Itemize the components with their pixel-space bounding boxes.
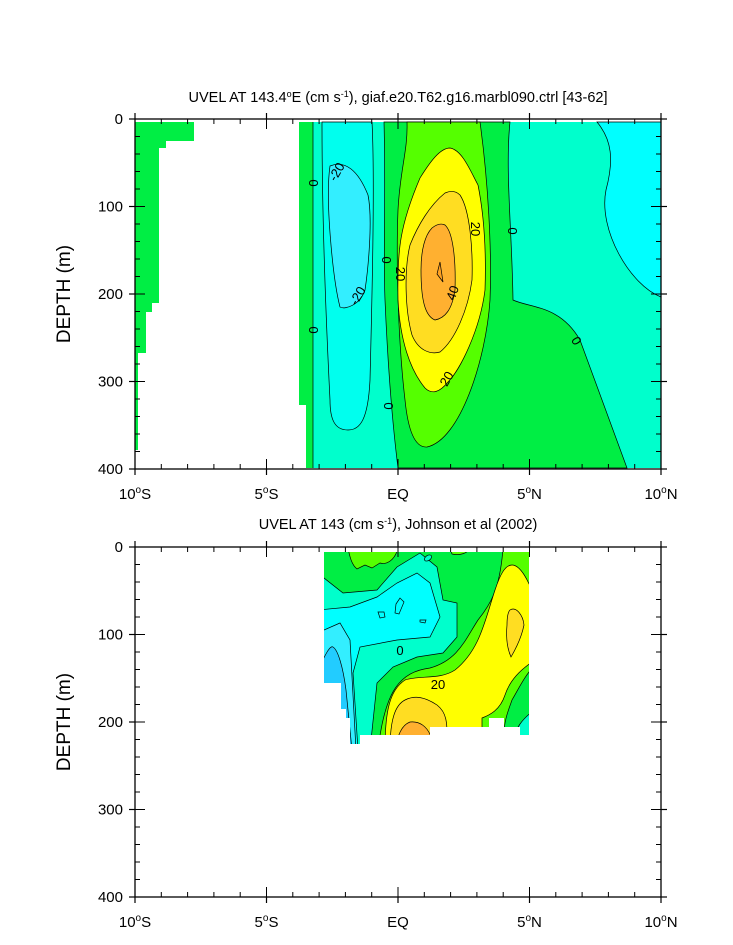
y-axis-label: DEPTH (m) <box>54 245 75 343</box>
fill-neg40 <box>324 700 340 744</box>
contour-label: 0 <box>306 326 321 333</box>
y-tick-label: 200 <box>98 286 123 303</box>
contour-label: 0 <box>424 549 431 564</box>
contour-label: 0 <box>379 256 394 263</box>
fill-left-strip <box>135 122 194 450</box>
island-cyan <box>394 597 405 615</box>
x-tick-label: 10oS <box>119 913 151 931</box>
contour-label: 20 <box>431 677 445 692</box>
bottom-title: UVEL AT 143 (cm s-1), Johnson et al (200… <box>259 516 538 533</box>
y-tick-label: 200 <box>98 714 123 731</box>
y-tick-label: 300 <box>98 802 123 819</box>
contour-label: 20 <box>393 267 408 281</box>
x-tick-label: 5oS <box>255 485 279 503</box>
x-tick-label: EQ <box>387 914 409 931</box>
fill-orange-inner <box>436 261 444 283</box>
fill-right-cyan <box>596 121 662 298</box>
fill-lime-top <box>347 552 399 570</box>
top-contour-labels: 0 -20 -20 0 0 20 40 20 0 0 20 0 <box>306 160 585 410</box>
contour-label: 20 <box>468 222 483 236</box>
fill-gold-right <box>506 608 525 658</box>
island-cyan <box>419 619 427 624</box>
contour-label: 20 <box>436 369 456 389</box>
y-tick-label: 0 <box>115 539 123 556</box>
y-axis-label: DEPTH (m) <box>54 673 75 771</box>
island-cyan <box>377 611 386 619</box>
y-tick-label: 0 <box>115 111 123 128</box>
x-tick-label: EQ <box>387 486 409 503</box>
x-tick-label: 5oN <box>517 913 542 931</box>
x-tick-label: 10oN <box>644 485 677 503</box>
y-tick-label: 400 <box>98 889 123 906</box>
bottom-panel: UVEL AT 143 (cm s-1), Johnson et al (200… <box>54 516 678 931</box>
x-tick-label: 10oS <box>119 485 151 503</box>
contour-label: 0 <box>381 402 396 409</box>
top-panel: UVEL AT 143.4oE (cm s-1), giaf.e20.T62.g… <box>54 89 678 503</box>
x-tick-label: 5oN <box>517 485 542 503</box>
fill-left-green-strip <box>299 122 313 468</box>
y-tick-label: 300 <box>98 374 123 391</box>
y-tick-label: 100 <box>98 199 123 216</box>
fill-lime-top-right <box>449 552 471 555</box>
bottom-contour-labels: 0 20 0 <box>396 549 445 692</box>
y-tick-label: 400 <box>98 461 123 478</box>
x-tick-label: 5oS <box>255 913 279 931</box>
fill-neg20-left <box>328 164 371 309</box>
y-tick-label: 100 <box>98 627 123 644</box>
contour-label: 0 <box>306 179 321 186</box>
island-aqua <box>424 554 432 562</box>
top-contour-fills <box>135 121 662 469</box>
bottom-contour-fills <box>324 552 529 744</box>
top-title: UVEL AT 143.4oE (cm s-1), giaf.e20.T62.g… <box>189 89 608 106</box>
contour-label: 0 <box>505 227 520 234</box>
contour-label: 0 <box>396 643 403 658</box>
contour-label: 40 <box>443 283 462 302</box>
x-tick-label: 10oN <box>644 913 677 931</box>
